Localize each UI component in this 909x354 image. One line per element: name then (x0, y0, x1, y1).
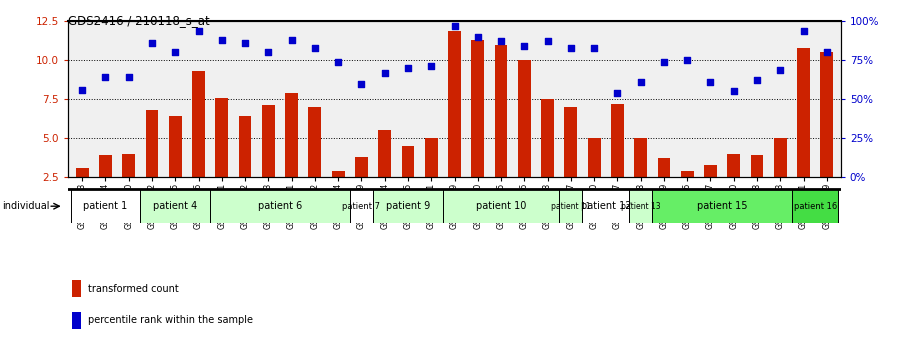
Bar (443, 189, 559, 223)
Bar (629, 189, 653, 223)
Bar (72, 280, 81, 297)
Text: patient 15: patient 15 (697, 201, 747, 211)
Bar (583, 189, 629, 223)
Point (610, 90, 624, 96)
Point (517, 43, 532, 49)
Point (191, 28, 205, 33)
Bar (373, 189, 443, 223)
Bar (72, 312, 81, 329)
Bar (402, 146, 415, 216)
Bar (285, 93, 298, 216)
Bar (821, 52, 834, 216)
Point (122, 74, 136, 80)
Bar (378, 130, 391, 216)
Bar (494, 45, 507, 216)
Point (680, 57, 694, 63)
Bar (123, 154, 135, 216)
Point (471, 34, 485, 40)
Point (564, 45, 578, 51)
Bar (564, 107, 577, 216)
Bar (140, 189, 210, 223)
Point (634, 79, 648, 85)
Text: individual: individual (2, 201, 49, 211)
Point (773, 67, 787, 72)
Text: patient 12: patient 12 (581, 201, 631, 211)
Text: patient 10: patient 10 (475, 201, 526, 211)
Bar (797, 48, 810, 216)
Text: patient 16: patient 16 (794, 202, 837, 211)
Point (750, 78, 764, 83)
Text: percentile rank within the sample: percentile rank within the sample (88, 315, 253, 325)
Bar (145, 110, 158, 216)
Bar (681, 171, 694, 216)
Point (796, 28, 811, 33)
Point (331, 59, 345, 64)
Bar (425, 138, 437, 216)
Text: patient 6: patient 6 (258, 201, 302, 211)
Point (215, 37, 229, 43)
Bar (71, 189, 140, 223)
Text: patient 13: patient 13 (621, 202, 661, 211)
Bar (169, 116, 182, 216)
Bar (657, 158, 670, 216)
Bar (634, 138, 647, 216)
Bar (472, 40, 484, 216)
Point (447, 23, 462, 29)
Text: patient 9: patient 9 (385, 201, 430, 211)
Bar (332, 171, 345, 216)
Bar (588, 138, 601, 216)
Point (75, 87, 89, 93)
Bar (448, 30, 461, 216)
Bar (751, 155, 764, 216)
Point (285, 37, 299, 43)
Text: patient 11: patient 11 (551, 202, 591, 211)
Point (355, 81, 369, 86)
Bar (727, 154, 740, 216)
Point (587, 45, 602, 51)
Bar (239, 116, 252, 216)
Point (261, 50, 275, 55)
Point (98, 74, 113, 80)
Text: patient 4: patient 4 (153, 201, 197, 211)
Bar (350, 189, 373, 223)
Bar (653, 189, 792, 223)
Bar (192, 71, 205, 216)
Bar (704, 165, 717, 216)
Bar (99, 155, 112, 216)
Point (377, 70, 392, 75)
Bar (210, 189, 350, 223)
Point (145, 40, 159, 46)
Text: transformed count: transformed count (88, 284, 178, 293)
Point (494, 39, 508, 44)
Point (424, 64, 438, 69)
Bar (792, 189, 838, 223)
Text: patient 7: patient 7 (343, 202, 380, 211)
Bar (518, 60, 531, 216)
Bar (355, 157, 368, 216)
Bar (308, 107, 321, 216)
Point (307, 45, 322, 51)
Bar (541, 99, 554, 216)
Point (401, 65, 415, 71)
Point (540, 39, 554, 44)
Bar (75, 168, 88, 216)
Point (726, 88, 741, 94)
Point (656, 59, 671, 64)
Text: GDS2416 / 210118_s_at: GDS2416 / 210118_s_at (68, 14, 210, 27)
Text: patient 1: patient 1 (84, 201, 127, 211)
Bar (611, 104, 624, 216)
Bar (215, 98, 228, 216)
Point (238, 40, 253, 46)
Bar (262, 105, 275, 216)
Point (820, 50, 834, 55)
Bar (559, 189, 583, 223)
Point (704, 79, 718, 85)
Point (168, 50, 183, 55)
Bar (774, 138, 786, 216)
